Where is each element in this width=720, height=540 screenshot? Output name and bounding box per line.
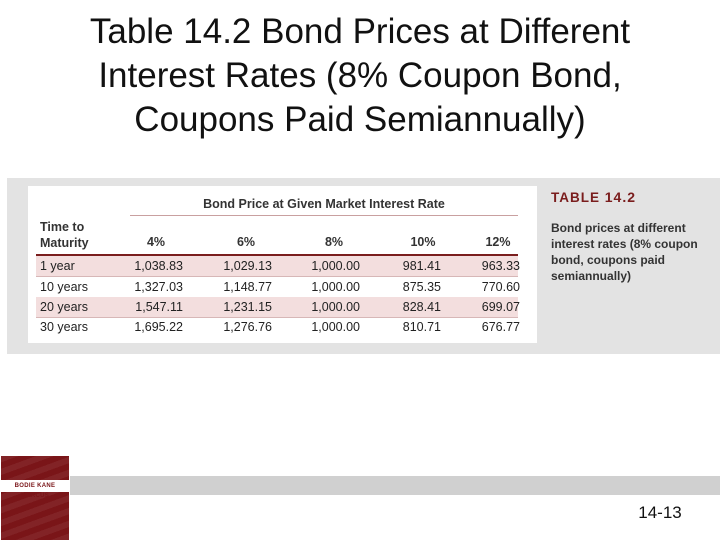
table-cell: 1,148.77 [223, 280, 272, 294]
maturity-column-header: Time to Maturity [40, 219, 120, 251]
row-label: 30 years [40, 320, 88, 334]
table-cell: 1,000.00 [311, 259, 360, 273]
maturity-header-line-1: Time to [40, 220, 85, 234]
table-cell: 1,327.03 [134, 280, 183, 294]
table-cell: 1,547.11 [135, 300, 183, 314]
group-header-rule [130, 215, 518, 216]
table-cell: 1,000.00 [311, 320, 360, 334]
table-group-header: Bond Price at Given Market Interest Rate [203, 197, 445, 211]
table-cell: 770.60 [481, 280, 520, 294]
table-cell: 828.41 [402, 300, 441, 314]
rate-header-6: 6% [236, 235, 256, 249]
table-cell: 1,038.83 [134, 259, 183, 273]
slide-title: Table 14.2 Bond Prices at Different Inte… [20, 10, 700, 142]
table-cell: 1,276.76 [223, 320, 272, 334]
table-row [36, 256, 518, 276]
table-cell: 1,231.15 [223, 300, 272, 314]
table-cell: 1,695.22 [134, 320, 183, 334]
maturity-header-line-2: Maturity [40, 236, 89, 250]
book-cover-authors: BODIE KANE MARCUS [14, 483, 56, 499]
table-cell: 810.71 [402, 320, 441, 334]
table-caption-title: TABLE 14.2 [551, 189, 636, 205]
row-divider [36, 317, 518, 318]
header-rule [36, 254, 518, 256]
rate-header-10: 10% [410, 235, 436, 249]
table-cell: 963.33 [481, 259, 520, 273]
row-divider [36, 276, 518, 277]
table-row [36, 297, 518, 317]
rate-header-4: 4% [146, 235, 166, 249]
row-label: 20 years [40, 300, 88, 314]
table-cell: 676.77 [481, 320, 520, 334]
table-cell: 981.41 [402, 259, 441, 273]
page-number: 14-13 [638, 503, 682, 522]
slide-title-line-2: Interest Rates (8% Coupon Bond, [98, 56, 622, 95]
row-label: 1 year [40, 259, 75, 273]
caption-number: 14.2 [604, 189, 637, 205]
slide-title-line-1: Table 14.2 Bond Prices at Different [89, 12, 631, 51]
table-cell: 875.35 [402, 280, 441, 294]
table-cell: 699.07 [481, 300, 520, 314]
book-cover-pattern [1, 456, 69, 540]
table-caption-text: Bond prices at different interest rates … [551, 221, 698, 283]
row-label: 10 years [40, 280, 88, 294]
rate-header-12: 12% [485, 235, 511, 249]
rate-header-8: 8% [324, 235, 344, 249]
table-cell: 1,000.00 [311, 300, 360, 314]
footer-bar [70, 476, 720, 495]
caption-label: TABLE [551, 190, 600, 205]
book-cover-band [1, 480, 69, 492]
book-cover-logo [1, 456, 69, 540]
table-cell: 1,029.13 [223, 259, 272, 273]
table-cell: 1,000.00 [311, 280, 360, 294]
slide-title-line-3: Coupons Paid Semiannually) [134, 100, 586, 139]
